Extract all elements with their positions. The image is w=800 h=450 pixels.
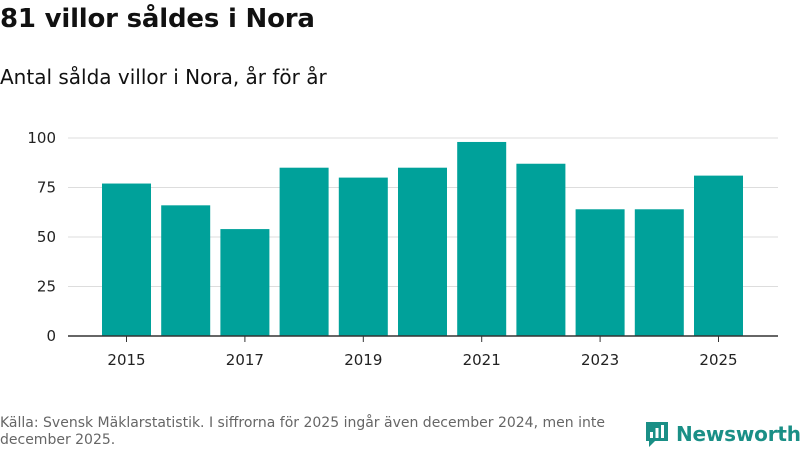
x-tick-label-2015: 2015: [107, 351, 145, 369]
bar-2021: [457, 141, 507, 336]
bar-2023: [575, 209, 625, 336]
x-tick-label-2023: 2023: [581, 351, 619, 369]
chart-title: 81 villor såldes i Nora: [0, 4, 315, 34]
newsworthy-logo[interactable]: Newsworthy: [644, 420, 800, 448]
bar-2020: [398, 167, 447, 336]
y-tick-label-100: 100: [27, 129, 56, 147]
logo-text: Newsworthy: [676, 422, 800, 446]
y-tick-label-25: 25: [37, 278, 56, 296]
x-tick-label-2025: 2025: [699, 351, 737, 369]
x-tick-label-2021: 2021: [463, 351, 501, 369]
y-tick-label-50: 50: [37, 228, 56, 246]
x-tick-label-2017: 2017: [226, 351, 264, 369]
bar-2016: [161, 205, 211, 336]
bar-2024: [634, 209, 684, 336]
y-tick-label-75: 75: [37, 179, 56, 197]
bar-2022: [516, 163, 566, 336]
source-note: Källa: Svensk Mäklarstatistik. I siffror…: [0, 415, 605, 448]
y-tick-label-0: 0: [46, 327, 56, 345]
bar-2015: [102, 183, 151, 336]
bar-2025: [694, 175, 743, 336]
bar-2019: [338, 177, 388, 336]
bar-chart: 0 25 50 75 100 2015 2017 2019 2021 2023 2025: [27, 129, 778, 369]
chart-subtitle: Antal sålda villor i Nora, år för år: [0, 65, 327, 89]
x-tick-label-2019: 2019: [344, 351, 382, 369]
bar-2018: [279, 167, 329, 336]
newsworthy-chart-logo-icon: [646, 422, 668, 447]
bar-2017: [220, 229, 270, 336]
